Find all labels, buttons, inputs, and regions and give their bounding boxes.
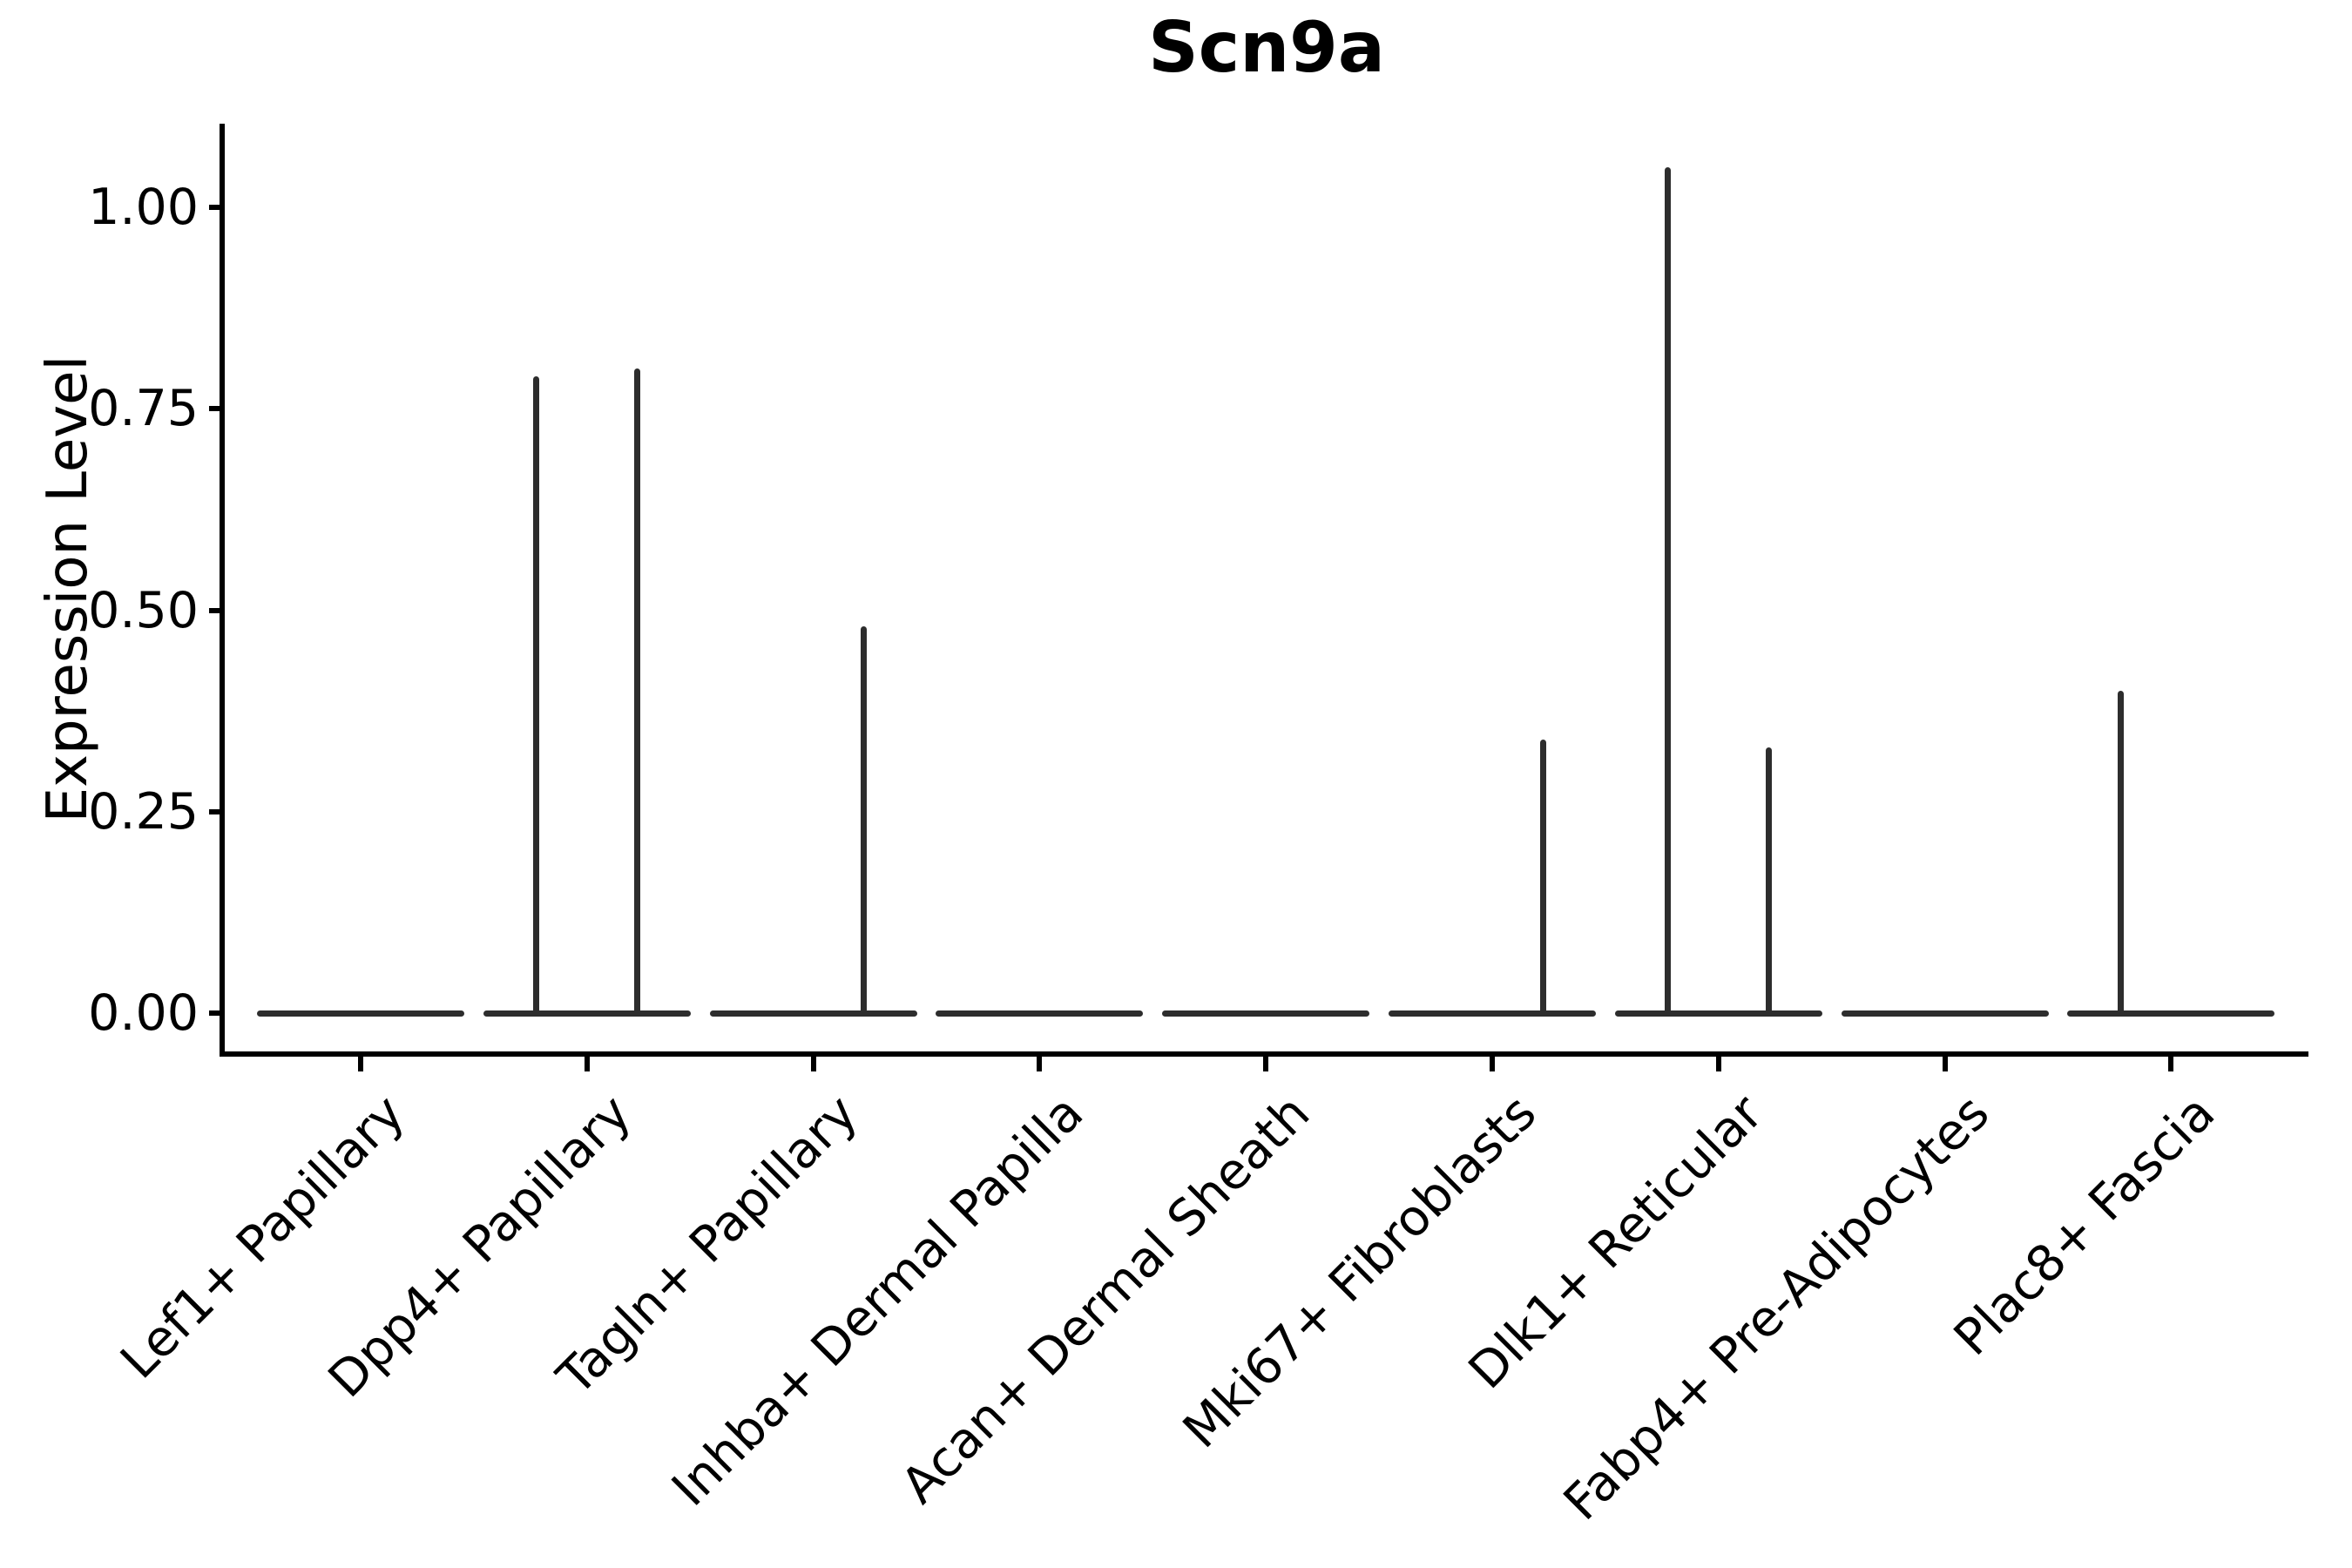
violin-base [709, 1010, 917, 1017]
y-axis-spine [220, 124, 225, 1057]
violin-base [257, 1010, 464, 1017]
violin-base [936, 1010, 1144, 1017]
violin-base [2067, 1010, 2275, 1017]
x-tick-label: Acan+ Dermal Sheath [890, 1084, 1321, 1515]
y-tick-label: 0.00 [88, 984, 199, 1042]
violin-spike [861, 626, 868, 1017]
violin-base [1841, 1010, 2049, 1017]
y-tick-label: 0.50 [88, 581, 199, 639]
x-tick [1263, 1057, 1269, 1071]
y-tick-label: 1.00 [88, 179, 199, 236]
x-tick [1715, 1057, 1721, 1071]
violin-spike [1665, 166, 1672, 1017]
y-tick [209, 205, 222, 210]
y-tick-label: 0.75 [88, 380, 199, 438]
violin-base [1389, 1010, 1596, 1017]
y-tick [209, 1010, 222, 1016]
x-tick [584, 1057, 590, 1071]
chart-title: Scn9a [1148, 7, 1385, 88]
x-axis-spine [220, 1051, 2308, 1057]
y-tick [209, 808, 222, 814]
x-tick-label: Inhba+ Dermal Papilla [661, 1084, 1095, 1517]
x-tick-label: Fabp4+ Pre-Adipocytes [1552, 1084, 2000, 1532]
violin-base [1614, 1010, 1822, 1017]
violin-spike [533, 376, 540, 1017]
violin-spike [1539, 739, 1546, 1017]
y-tick [209, 406, 222, 412]
x-tick [358, 1057, 363, 1071]
violin-base [1162, 1010, 1370, 1017]
violin-spike [2117, 691, 2124, 1017]
violin-spike [634, 368, 641, 1017]
y-tick [209, 607, 222, 613]
x-tick [2168, 1057, 2174, 1071]
x-tick [1942, 1057, 1948, 1071]
x-tick [1490, 1057, 1495, 1071]
y-tick-label: 0.25 [88, 782, 199, 841]
x-tick [1037, 1057, 1043, 1071]
violin-spike [1766, 747, 1773, 1017]
x-tick [810, 1057, 816, 1071]
violin-base [483, 1010, 691, 1017]
